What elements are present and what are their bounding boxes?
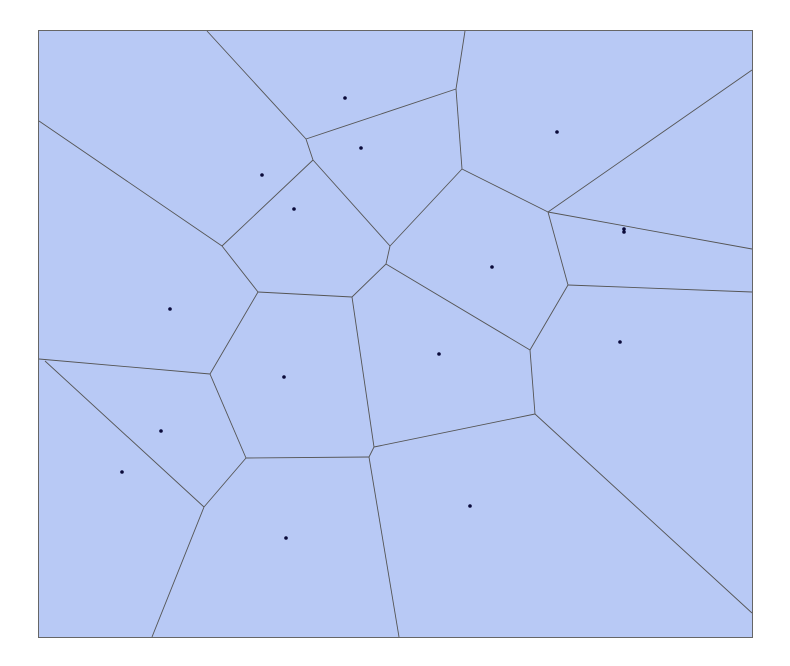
voronoi-site-6 (622, 227, 626, 231)
voronoi-edge-27 (209, 291, 259, 375)
voronoi-edge-8 (547, 211, 569, 286)
voronoi-edge-12 (305, 138, 314, 161)
voronoi-edge-16 (529, 349, 536, 415)
voronoi-edge-18 (373, 413, 536, 448)
voronoi-site-4 (260, 173, 264, 177)
voronoi-edges (38, 30, 753, 638)
voronoi-edge-26 (257, 291, 353, 298)
diagram-area (38, 30, 753, 638)
voronoi-site-13 (159, 429, 163, 433)
voronoi-site-3 (555, 130, 559, 134)
voronoi-edge-11 (389, 168, 463, 247)
voronoi-edge-33 (151, 506, 205, 638)
voronoi-site-7 (622, 230, 626, 234)
voronoi-edge-24 (38, 120, 223, 247)
voronoi-edge-29 (209, 373, 247, 459)
voronoi-edge-4 (455, 88, 463, 170)
voronoi-site-16 (284, 536, 288, 540)
voronoi-edge-7 (547, 211, 753, 250)
voronoi-edge-31 (203, 457, 247, 508)
voronoi-site-11 (437, 352, 441, 356)
voronoi-site-15 (468, 504, 472, 508)
voronoi-edge-14 (385, 245, 391, 265)
voronoi-site-10 (618, 340, 622, 344)
voronoi-site-2 (359, 146, 363, 150)
voronoi-edge-25 (221, 245, 259, 293)
voronoi-edge-1 (206, 30, 307, 140)
voronoi-site-9 (168, 307, 172, 311)
voronoi-edge-21 (368, 446, 375, 458)
voronoi-site-14 (120, 470, 124, 474)
voronoi-edge-32 (44, 360, 205, 508)
voronoi-edge-20 (351, 296, 375, 448)
voronoi-site-12 (282, 375, 286, 379)
voronoi-edge-10 (529, 284, 569, 351)
voronoi-edge-28 (38, 358, 211, 375)
voronoi-edge-3 (455, 30, 466, 90)
voronoi-edge-30 (245, 456, 370, 459)
voronoi-edge-9 (567, 284, 753, 293)
voronoi-edge-17 (534, 413, 753, 614)
voronoi-edge-22 (368, 456, 400, 638)
voronoi-edge-2 (305, 88, 457, 140)
voronoi-sites (120, 96, 626, 540)
voronoi-edge-6 (547, 69, 753, 213)
voronoi-site-8 (490, 265, 494, 269)
voronoi-edge-19 (351, 263, 387, 298)
voronoi-edge-13 (312, 159, 391, 247)
voronoi-edge-23 (221, 159, 314, 247)
voronoi-site-1 (343, 96, 347, 100)
voronoi-site-5 (292, 207, 296, 211)
voronoi-edge-15 (385, 263, 531, 351)
voronoi-edge-5 (461, 168, 549, 213)
